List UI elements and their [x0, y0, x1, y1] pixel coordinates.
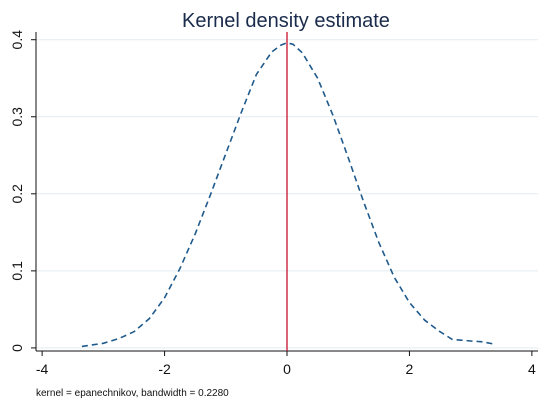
y-tick-label-2: 0.2 [9, 184, 25, 204]
y-tick-label-3: 0.3 [9, 107, 25, 127]
density-curve-0 [81, 41, 495, 348]
y-tick-label-0: 0 [9, 344, 25, 352]
y-tick-label-1: 0.1 [9, 261, 25, 281]
kernel-note: kernel = epanechnikov, bandwidth = 0.228… [36, 388, 229, 399]
series-layer [81, 41, 495, 348]
x-tick-label-0: -4 [36, 361, 49, 377]
x-tick-label-4: 4 [528, 361, 536, 377]
x-tick-label-2: 0 [283, 361, 291, 377]
x-tick-label-1: -2 [158, 361, 171, 377]
x-tick-label-3: 2 [406, 361, 414, 377]
y-tick-label-4: 0.4 [9, 30, 25, 50]
chart-title: Kernel density estimate [182, 10, 390, 32]
axis-layer: 0 0.1 0.2 0.3 0.4 -4 -2 0 2 4 [9, 30, 538, 377]
